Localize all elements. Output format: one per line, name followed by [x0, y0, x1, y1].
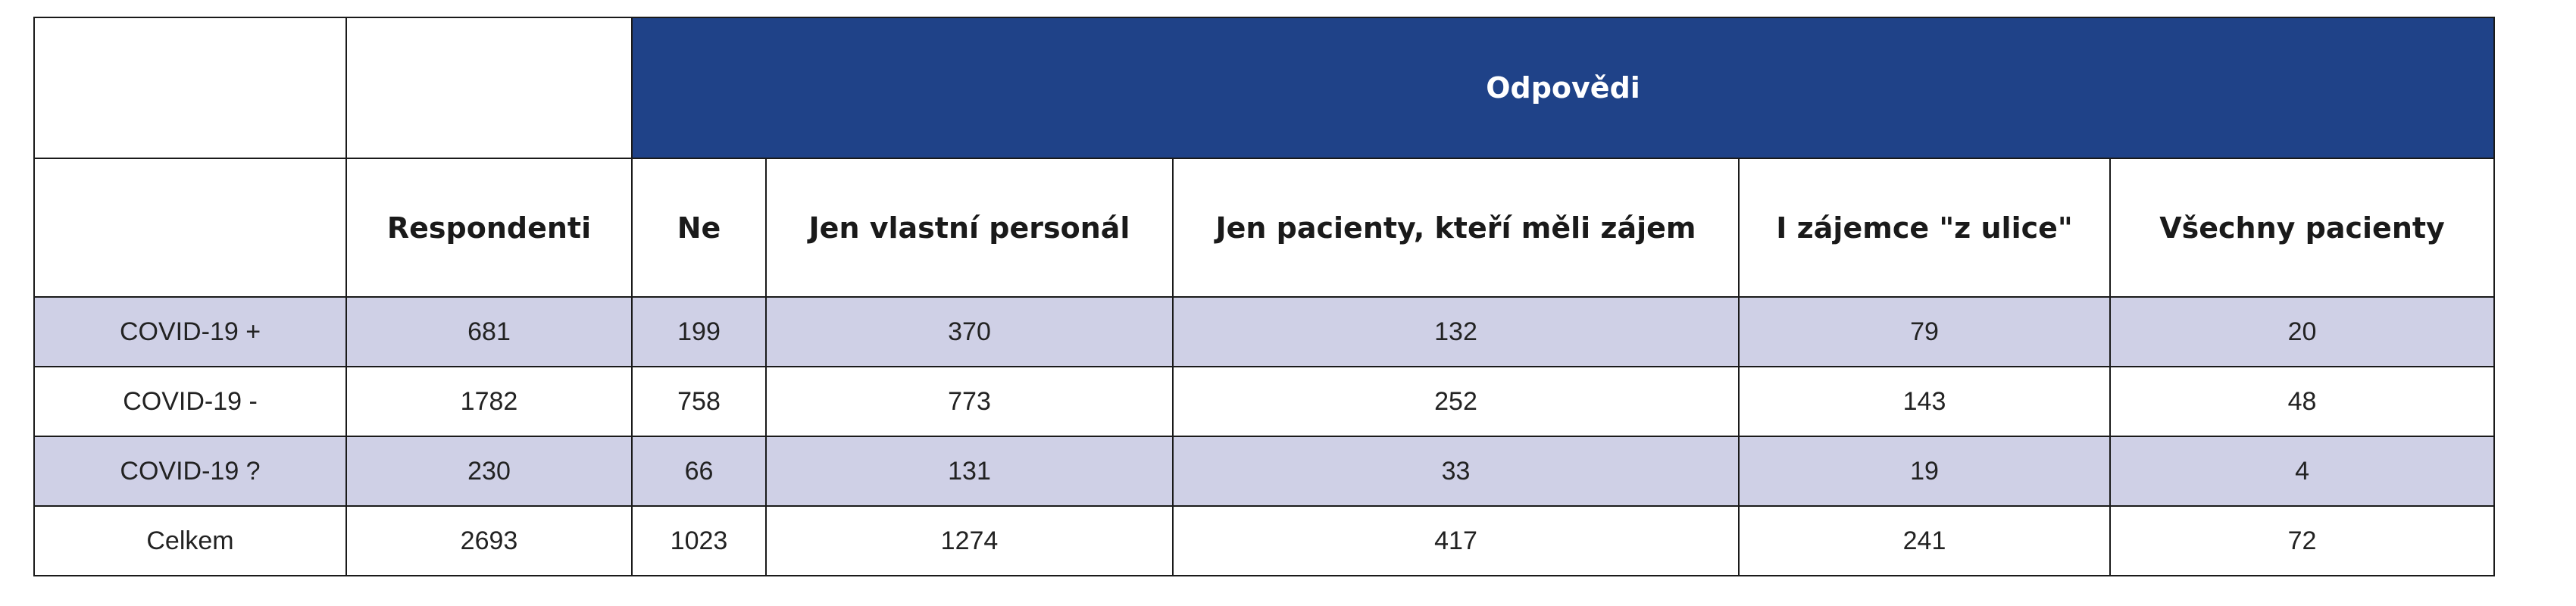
survey-table: Odpovědi Respondenti Ne Jen vlastní pers…: [33, 17, 2496, 576]
cell-interested-patients: 252: [1172, 366, 1740, 437]
row-label: COVID-19 +: [33, 296, 347, 367]
table-row: COVID-19 ? 230 66 131 33 19 4: [33, 436, 2496, 507]
cell-all-patients: 48: [2109, 366, 2496, 437]
table-row: COVID-19 + 681 199 370 132 79 20: [33, 296, 2496, 367]
row-label: COVID-19 -: [33, 366, 347, 437]
cell-interested-patients: 33: [1172, 436, 1740, 507]
column-header-street-applicants: I zájemce "z ulice": [1738, 158, 2111, 298]
cell-own-staff: 370: [765, 296, 1174, 367]
cell-no: 758: [631, 366, 767, 437]
cell-street-applicants: 241: [1738, 505, 2111, 576]
cell-street-applicants: 143: [1738, 366, 2111, 437]
cell-own-staff: 773: [765, 366, 1174, 437]
cell-all-patients: 20: [2109, 296, 2496, 367]
cell-no: 1023: [631, 505, 767, 576]
column-header-respondents: Respondenti: [345, 158, 633, 298]
row-label: COVID-19 ?: [33, 436, 347, 507]
cell-respondents: 2693: [345, 505, 633, 576]
row-label-header-cell: [33, 158, 347, 298]
cell-all-patients: 72: [2109, 505, 2496, 576]
cell-no: 66: [631, 436, 767, 507]
column-header-all-patients: Všechny pacienty: [2109, 158, 2496, 298]
cell-respondents: 230: [345, 436, 633, 507]
respondents-top-cell: [345, 17, 633, 159]
cell-interested-patients: 417: [1172, 505, 1740, 576]
cell-no: 199: [631, 296, 767, 367]
cell-street-applicants: 19: [1738, 436, 2111, 507]
column-header-interested-patients: Jen pacienty, kteří měli zájem: [1172, 158, 1740, 298]
row-label: Celkem: [33, 505, 347, 576]
corner-cell: [33, 17, 347, 159]
cell-respondents: 1782: [345, 366, 633, 437]
cell-respondents: 681: [345, 296, 633, 367]
table-row-total: Celkem 2693 1023 1274 417 241 72: [33, 505, 2496, 576]
cell-interested-patients: 132: [1172, 296, 1740, 367]
table-header-row: Respondenti Ne Jen vlastní personál Jen …: [33, 158, 2496, 298]
cell-own-staff: 131: [765, 436, 1174, 507]
answers-group-header: Odpovědi: [630, 17, 2496, 159]
column-header-own-staff: Jen vlastní personál: [765, 158, 1174, 298]
column-header-no: Ne: [631, 158, 767, 298]
table-header-row-top: Odpovědi: [33, 17, 2496, 159]
survey-table-container: Odpovědi Respondenti Ne Jen vlastní pers…: [33, 17, 2496, 576]
table-row: COVID-19 - 1782 758 773 252 143 48: [33, 366, 2496, 437]
cell-own-staff: 1274: [765, 505, 1174, 576]
cell-street-applicants: 79: [1738, 296, 2111, 367]
cell-all-patients: 4: [2109, 436, 2496, 507]
